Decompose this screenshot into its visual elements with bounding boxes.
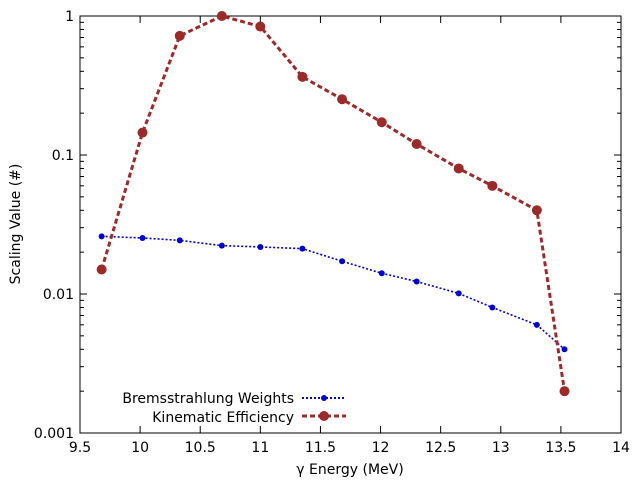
plot-frame xyxy=(79,15,622,434)
data-point-bremsstrahlung xyxy=(299,245,306,252)
data-point-kinematic xyxy=(96,264,107,275)
data-point-bremsstrahlung xyxy=(176,237,183,244)
data-point-kinematic xyxy=(174,30,185,41)
data-point-bremsstrahlung xyxy=(218,242,225,249)
legend-marker-bremsstrahlung xyxy=(321,395,327,401)
data-point-kinematic xyxy=(137,127,148,138)
data-point-bremsstrahlung xyxy=(413,278,420,285)
data-point-kinematic xyxy=(453,163,464,174)
y-tick-label: 0.01 xyxy=(43,287,74,303)
x-tick-label: 14 xyxy=(612,440,630,456)
x-tick-label: 10.5 xyxy=(185,440,216,456)
data-point-kinematic xyxy=(297,71,308,82)
legend-label-kinematic: Kinematic Efficiency xyxy=(152,410,294,426)
data-point-bremsstrahlung xyxy=(489,304,496,311)
x-tick-label: 12.5 xyxy=(425,440,456,456)
y-axis-label: Scaling Value (#) xyxy=(8,164,24,285)
data-point-kinematic xyxy=(216,11,227,21)
data-point-bremsstrahlung xyxy=(98,233,105,240)
data-point-bremsstrahlung xyxy=(533,321,540,328)
data-point-kinematic xyxy=(376,117,387,128)
data-point-kinematic xyxy=(255,21,266,32)
y-tick-label: 0.1 xyxy=(52,148,74,164)
data-point-bremsstrahlung xyxy=(378,270,385,277)
data-point-kinematic xyxy=(337,94,348,105)
data-point-bremsstrahlung xyxy=(455,290,462,297)
x-tick-label: 13.5 xyxy=(545,440,576,456)
y-tick-label: 0.001 xyxy=(34,426,74,442)
y-tick-label: 1 xyxy=(65,9,74,25)
legend-label-bremsstrahlung: Bremsstrahlung Weights xyxy=(122,391,294,407)
x-tick-label: 11.5 xyxy=(305,440,336,456)
data-point-bremsstrahlung xyxy=(561,346,568,353)
data-point-bremsstrahlung xyxy=(339,258,346,265)
legend-marker-kinematic xyxy=(319,411,329,421)
series-layer xyxy=(96,11,570,397)
data-point-bremsstrahlung xyxy=(139,234,146,241)
x-tick-label: 11 xyxy=(251,440,269,456)
data-point-kinematic xyxy=(411,138,422,149)
data-point-kinematic xyxy=(487,180,498,191)
data-point-kinematic xyxy=(531,205,542,216)
x-tick-label: 12 xyxy=(372,440,390,456)
data-point-bremsstrahlung xyxy=(257,243,264,250)
x-tick-label: 9.5 xyxy=(69,440,91,456)
data-point-kinematic xyxy=(559,386,570,397)
x-axis-ticks: 9.5 10 10.5 11 11.5 12 12.5 13 13.5 14 xyxy=(69,16,630,456)
y-axis-ticks: 0.001 0.01 0.1 1 xyxy=(34,9,621,442)
x-tick-label: 10 xyxy=(131,440,149,456)
x-tick-label: 13 xyxy=(492,440,510,456)
x-axis-label: γ Energy (MeV) xyxy=(296,462,403,478)
legend: Bremsstrahlung Weights Kinematic Efficie… xyxy=(122,391,346,426)
